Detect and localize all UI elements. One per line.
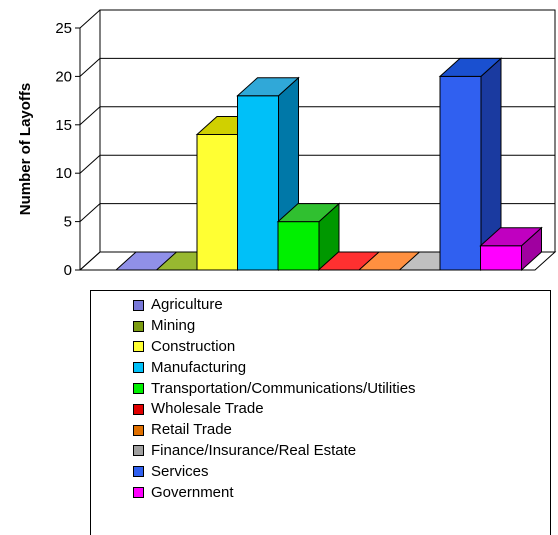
legend-item: Mining (133, 316, 550, 337)
legend-swatch (133, 445, 144, 457)
y-tick-label: 0 (64, 262, 72, 279)
bar-front (237, 95, 279, 271)
legend-swatch (133, 383, 144, 395)
legend-label: Services (151, 462, 209, 480)
gridline-connector (79, 106, 101, 126)
bar (479, 226, 543, 272)
legend-swatch (133, 341, 144, 353)
legend-list: Agriculture Mining Construction Manufacturi… (91, 291, 550, 503)
bar-chart: 0 5 10 15 20 25 Number of Layoffs (17, 9, 557, 279)
bar (276, 202, 341, 272)
legend: Agriculture Mining Construction Manufacturi… (90, 290, 551, 535)
bar-front (277, 221, 320, 271)
legend-label: Transportation/Communications/Utilities (151, 379, 416, 397)
legend-label: Retail Trade (151, 421, 232, 439)
legend-label: Finance/Insurance/Real Estate (151, 441, 357, 459)
gridline-connector (79, 58, 101, 77)
y-tick-label: 20 (55, 68, 72, 85)
bar-front (196, 133, 239, 271)
legend-swatch (133, 424, 144, 436)
y-tick-label: 25 (55, 20, 72, 37)
bar-front (480, 245, 522, 271)
legend-swatch (133, 299, 144, 311)
legend-swatch (133, 403, 144, 415)
legend-swatch (133, 487, 144, 499)
legend-label: Construction (151, 337, 236, 355)
legend-label: Manufacturing (151, 358, 247, 376)
legend-item: Retail Trade (133, 420, 550, 441)
gridline-connector (79, 154, 101, 174)
y-tick-label: 15 (55, 117, 72, 134)
bar-front (439, 75, 482, 271)
y-tick-label: 5 (64, 214, 72, 231)
legend-item: Agriculture (133, 295, 550, 316)
bar-top (438, 57, 503, 77)
gridline-connector (79, 9, 101, 29)
legend-label: Government (151, 483, 234, 501)
legend-swatch (133, 466, 144, 478)
legend-label: Mining (151, 317, 196, 335)
legend-label: Wholesale Trade (151, 400, 264, 418)
legend-item: Government (133, 482, 550, 503)
legend-item: Transportation/Communications/Utilities (133, 378, 550, 399)
bar-top (236, 77, 300, 97)
legend-item: Construction (133, 337, 550, 358)
bar-top (479, 227, 543, 247)
legend-swatch (133, 320, 144, 332)
legend-item: Wholesale Trade (133, 399, 550, 420)
legend-swatch (133, 362, 144, 374)
legend-item: Manufacturing (133, 357, 550, 378)
bar-top (276, 203, 341, 223)
legend-item: Services (133, 461, 550, 482)
legend-item: Finance/Insurance/Real Estate (133, 441, 550, 462)
gridline-connector (79, 203, 101, 222)
y-tick-label: 10 (55, 165, 72, 182)
y-axis-title: Number of Layoffs (17, 83, 34, 216)
legend-label: Agriculture (151, 296, 223, 314)
